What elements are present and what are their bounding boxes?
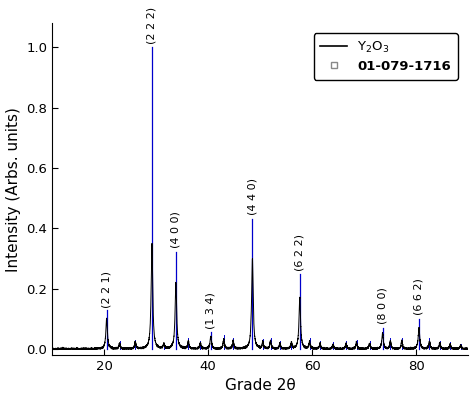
Text: (6 2 2): (6 2 2) xyxy=(295,233,305,271)
Legend: Y$_2$O$_3$, 01-079-1716: Y$_2$O$_3$, 01-079-1716 xyxy=(314,33,458,80)
Text: (6 6 2): (6 6 2) xyxy=(414,279,424,315)
Text: (1 3 4): (1 3 4) xyxy=(206,292,216,330)
Text: (8 0 0): (8 0 0) xyxy=(378,287,388,324)
X-axis label: Grade 2θ: Grade 2θ xyxy=(225,378,296,393)
Text: (4 4 0): (4 4 0) xyxy=(247,178,257,215)
Text: (4 0 0): (4 0 0) xyxy=(171,211,181,248)
Text: (2 2 2): (2 2 2) xyxy=(147,7,157,44)
Text: (2 2 1): (2 2 1) xyxy=(101,271,112,308)
Y-axis label: Intensity (Arbs. units): Intensity (Arbs. units) xyxy=(6,107,20,271)
